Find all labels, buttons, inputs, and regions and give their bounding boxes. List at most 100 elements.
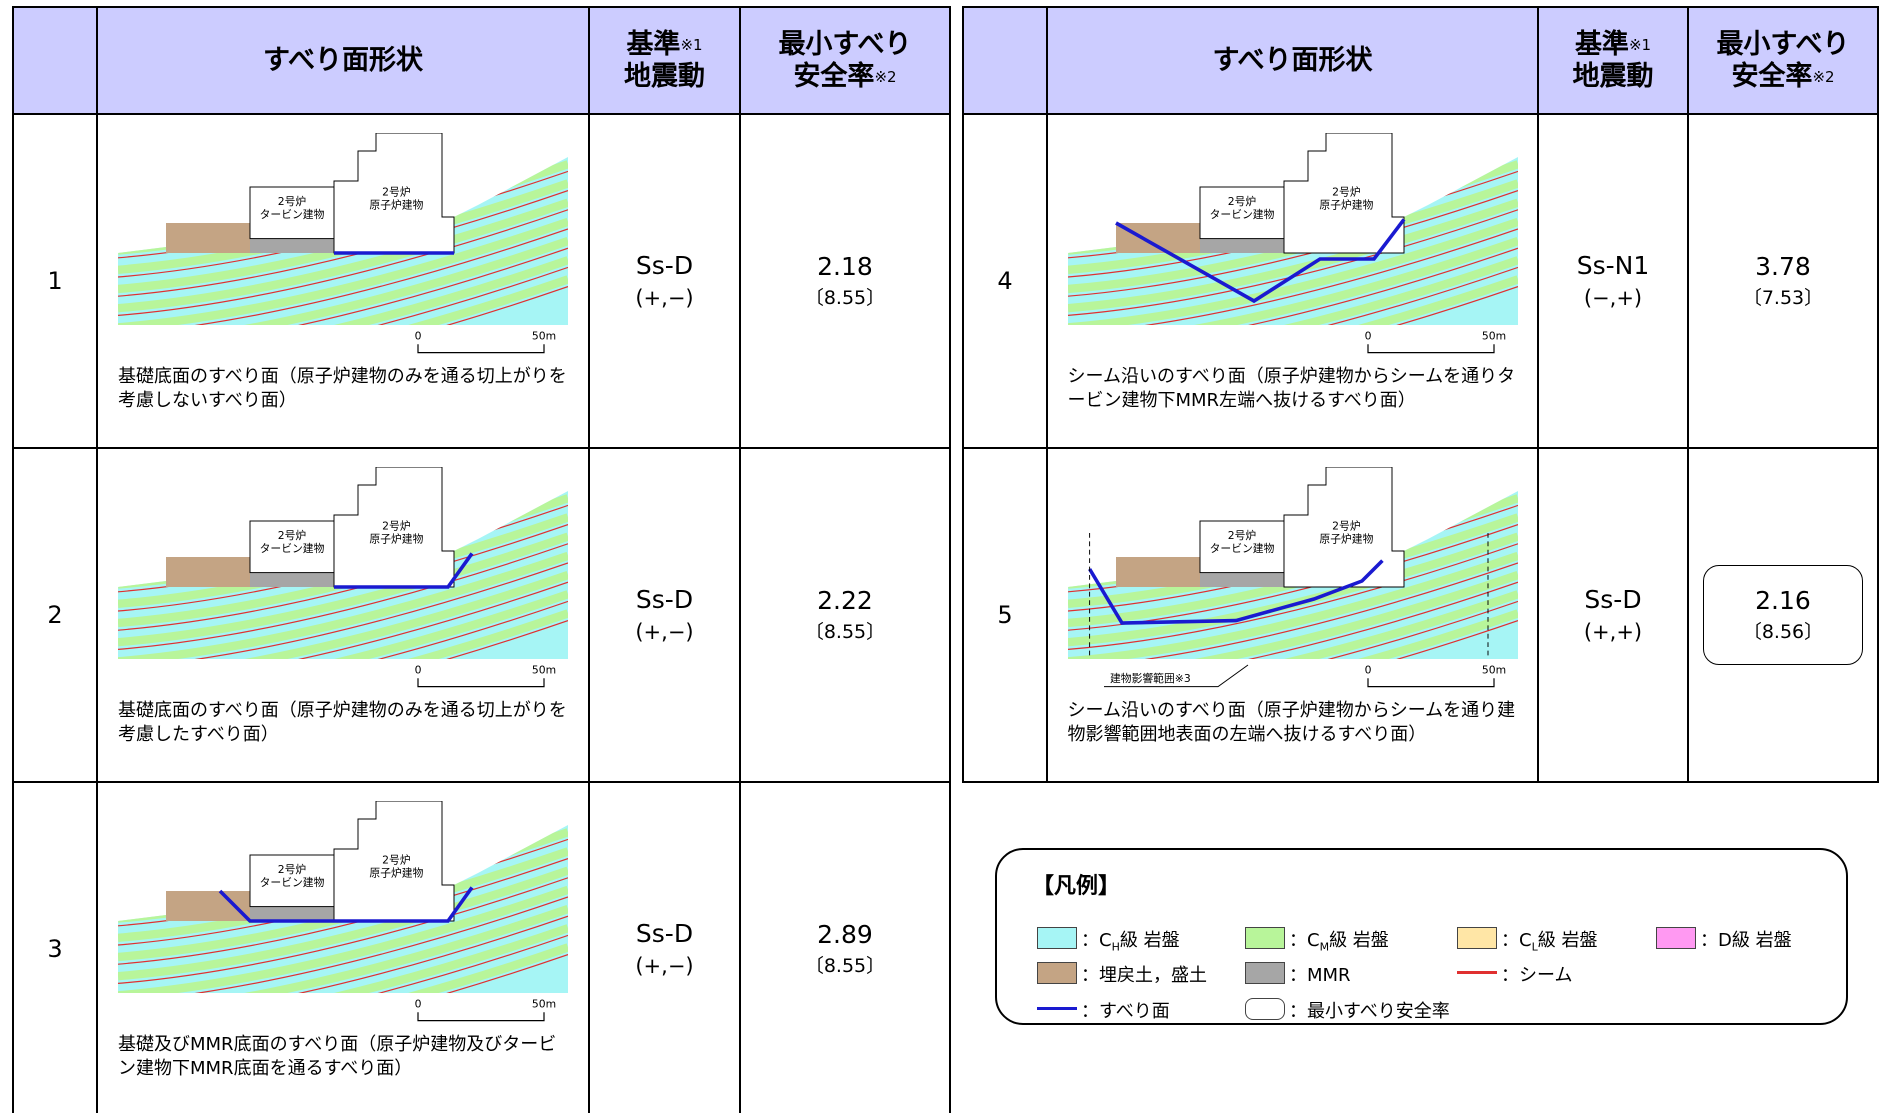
rock-band [118, 256, 568, 325]
header-cell: 最小すべり 安全率※2 [1689, 8, 1879, 115]
rock-band [118, 885, 568, 993]
seam [118, 934, 568, 993]
header-line: 安全率※2 [1731, 61, 1834, 93]
number-cell: 2 [14, 449, 98, 783]
legend-swatch [1037, 927, 1077, 949]
turbine-label: タービン建物 [1209, 541, 1274, 555]
scale-end: 50m [532, 663, 556, 676]
scale-end: 50m [532, 997, 556, 1010]
legend-text: ：C [1081, 930, 1112, 951]
caption: 基礎底面のすべり面（原子炉建物のみを通る切上がりを考慮しないすべり面） [118, 366, 567, 411]
turbine-label: タービン建物 [260, 541, 325, 555]
turbine-building [249, 854, 335, 908]
bedrock [1067, 157, 1518, 325]
rock-band [1067, 551, 1518, 659]
mmr [1199, 238, 1284, 253]
safety-factor: 2.22 [817, 586, 873, 615]
basis-cell: Ss-D (+,−) [590, 115, 741, 449]
rock-band [1067, 256, 1518, 325]
rock-band [1067, 571, 1518, 659]
reactor-building [1283, 467, 1404, 588]
mmr [250, 906, 334, 921]
bracket-value: 〔8.55〕 [804, 287, 886, 309]
legend-label: ：D級 岩盤 [1700, 926, 1792, 952]
header-cell: 最小すべり 安全率※2 [741, 8, 951, 115]
legend-label: ：CL級 岩盤 [1501, 926, 1597, 954]
safety-factor: 3.78 [1755, 252, 1811, 281]
reactor-label: 2号炉 [1332, 519, 1361, 532]
rock-band [1067, 237, 1518, 325]
legend-sub: M [1319, 940, 1330, 954]
header-note: ※1 [1628, 35, 1652, 54]
header-line: 安全率※2 [793, 61, 896, 93]
seam [118, 896, 568, 993]
basis-cell: Ss-D (+,−) [590, 783, 741, 1113]
sign: (+,+) [1583, 620, 1643, 644]
sign: (+,−) [635, 620, 694, 644]
rate-cell: 2.22 〔8.55〕 [741, 449, 951, 783]
shape-cell: 2号炉 2号炉 タービン建物 原子炉建物 0 50m 基礎及びMMR底面のすべり面（原子炉建… [98, 783, 590, 1113]
rock-band [1067, 217, 1518, 325]
basis-cell: Ss-N1 (−,+) [1539, 115, 1689, 449]
scale-bar [417, 1012, 545, 1022]
bracket-value: 〔8.56〕 [1742, 621, 1824, 643]
rock-band [118, 532, 568, 647]
legend-line [1457, 971, 1497, 974]
caption: 基礎及びMMR底面のすべり面（原子炉建物及びタービン建物下MMR底面を通るすべり… [118, 1034, 557, 1079]
legend: 【凡例】 ：CH級 岩盤 ：CM級 岩盤 ：CL級 岩盤 ：D級 岩盤 ：埋戻土，盛土 ：M… [995, 848, 1848, 1025]
legend-text: ：D級 岩盤 [1700, 930, 1792, 951]
seam [1067, 600, 1518, 659]
turbine-building [249, 520, 335, 574]
turbine-building [1199, 520, 1284, 574]
legend-swatch [1245, 998, 1285, 1020]
scale-end: 50m [1481, 329, 1505, 342]
row-number: 4 [997, 267, 1013, 295]
rock-band [118, 551, 568, 659]
sign: (+,−) [635, 286, 694, 310]
header-rate: 最小すべり [1716, 28, 1850, 60]
seam [118, 190, 568, 297]
legend-text: ：最小すべり安全率 [1289, 1001, 1450, 1022]
number-cell: 5 [964, 449, 1048, 783]
seam [1067, 581, 1518, 659]
header-rate2: 安全率 [1731, 60, 1813, 92]
header-line: 基準※1 [626, 29, 702, 61]
seam [118, 581, 568, 659]
slip-surface [334, 552, 474, 589]
legend-text: 級 岩盤 [1329, 930, 1389, 951]
mmr [250, 238, 334, 253]
seam [1067, 228, 1518, 325]
seam [118, 877, 568, 984]
reactor-label: 2号炉 [1332, 185, 1361, 198]
rock-band [118, 237, 568, 325]
header-cell: 基準※1 地震動 [1539, 8, 1689, 115]
header-basis2: 地震動 [1572, 60, 1654, 92]
bedrock [118, 825, 568, 993]
ground-motion: Ss-D [635, 585, 694, 614]
legend-text: ：C [1501, 930, 1532, 951]
seam [1067, 543, 1518, 650]
turbine-building [249, 186, 335, 240]
safety-factor: 2.18 [817, 252, 873, 281]
rate-cell: 2.16 〔8.56〕 [1689, 449, 1879, 783]
slip-surface [1114, 218, 1405, 304]
legend-swatch [1245, 927, 1285, 949]
bracket-value: 〔8.55〕 [804, 621, 886, 643]
table-right: すべり面形状 基準※1 地震動 最小すべり 安全率※2 4 2号炉 2号炉 タービン建物 原子炉建… [962, 6, 1879, 783]
legend-sub: L [1531, 940, 1538, 954]
legend-sub: H [1111, 940, 1120, 954]
turbine-building [1199, 186, 1284, 240]
sign: (−,+) [1583, 286, 1643, 310]
legend-text: ：すべり面 [1081, 1001, 1170, 1022]
reactor-label: 原子炉建物 [1319, 532, 1373, 546]
ground-motion: Ss-D [1584, 585, 1642, 614]
row-number: 1 [47, 267, 63, 295]
legend-text: 級 岩盤 [1119, 930, 1180, 951]
reactor-label: 2号炉 [382, 185, 411, 198]
header-note: ※1 [680, 35, 703, 54]
scale-start: 0 [415, 329, 422, 342]
seam [1067, 247, 1518, 325]
